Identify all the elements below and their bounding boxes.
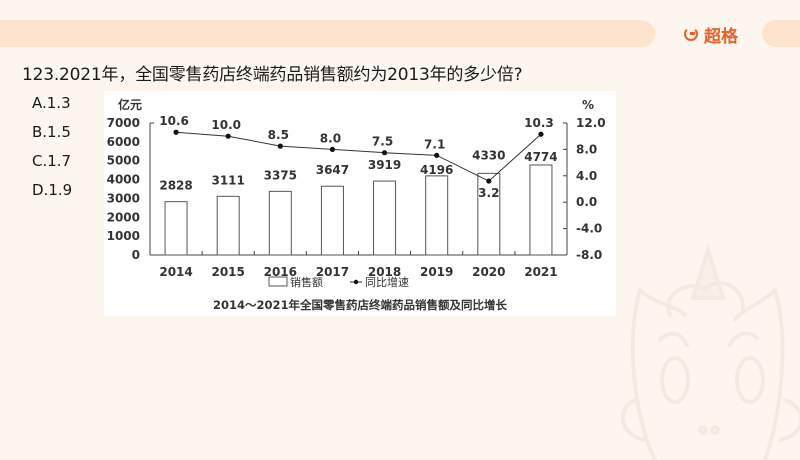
left-tick-label: 2000 <box>107 210 140 224</box>
bar-value-label: 3919 <box>368 158 401 172</box>
x-tick-label: 2021 <box>524 265 557 279</box>
left-tick-label: 3000 <box>107 191 140 205</box>
x-tick-label: 2018 <box>368 265 401 279</box>
bar-sales <box>216 195 240 256</box>
left-tick-label: 1000 <box>107 229 140 243</box>
bar-sales <box>425 175 449 256</box>
bar-sales <box>320 185 344 256</box>
chart-panel: 亿元% 0 1000 2000 3000 4000 5000 6000 7000 -8.0 -4.0… <box>104 91 616 316</box>
growth-point <box>381 150 388 156</box>
legend-bar-swatch-icon <box>268 276 288 287</box>
x-tick-label: 2017 <box>316 265 349 279</box>
growth-value-label: 3.2 <box>478 186 499 200</box>
bar-sales <box>373 180 397 256</box>
left-tick-label: 7000 <box>107 116 140 130</box>
legend-growth-label: 同比增速 <box>365 275 409 289</box>
x-tick-label: 2015 <box>211 265 244 279</box>
answer-options: A.1.3 B.1.5 C.1.7 D.1.9 <box>32 92 72 208</box>
top-right-pill <box>762 20 800 47</box>
growth-point <box>486 178 492 184</box>
x-tick-label: 2020 <box>472 265 505 279</box>
growth-value-label: 8.0 <box>320 131 341 145</box>
right-tick-label: -4.0 <box>576 222 602 236</box>
growth-value-label: 8.5 <box>268 128 289 142</box>
bar-sales <box>529 164 553 256</box>
combo-bar-line-chart: 亿元 % 0 1000 2000 3000 4000 5000 6000 7000 -8.0 -4.0… <box>107 97 606 312</box>
growth-line <box>176 131 542 182</box>
legend-sales-label: 销售额 <box>290 275 323 289</box>
brand-name: 超格 <box>704 26 738 47</box>
left-tick-label: 0 <box>132 248 140 262</box>
right-tick-label: 4.0 <box>576 169 597 183</box>
bar-value-label: 4774 <box>524 150 557 164</box>
bar-value-label: 4330 <box>472 148 505 162</box>
bar-value-label: 3647 <box>316 163 349 177</box>
growth-point <box>329 146 336 152</box>
top-banner-bar <box>0 20 655 47</box>
question-text: 123.2021年，全国零售药店终端药品销售额约为2013年的多少倍? <box>22 65 523 85</box>
brand-logo: 超格 <box>684 21 738 47</box>
right-tick-label: 12.0 <box>576 116 606 130</box>
bar-value-label: 4196 <box>420 163 453 177</box>
growth-point <box>225 133 231 139</box>
right-tick-label: 8.0 <box>576 142 597 156</box>
option-b[interactable]: B.1.5 <box>32 123 71 141</box>
left-tick-label: 4000 <box>107 173 140 187</box>
bar-sales <box>477 172 501 256</box>
left-tick-label: 6000 <box>107 135 140 149</box>
left-tick-label: 5000 <box>107 154 140 168</box>
growth-point <box>538 131 544 137</box>
growth-value-label: 7.1 <box>424 137 445 151</box>
bar-value-label: 2828 <box>159 179 192 193</box>
x-tick-label: 2016 <box>264 265 297 279</box>
growth-value-label: 10.0 <box>211 118 241 132</box>
g-logo-icon <box>684 27 698 41</box>
bar-value-label: 3111 <box>211 173 244 187</box>
bar-value-label: 3375 <box>264 168 297 182</box>
growth-value-label: 10.3 <box>524 116 554 130</box>
left-axis-unit: 亿元 <box>118 97 142 112</box>
growth-point <box>173 129 179 135</box>
chart-title: 2014～2021年全国零售药店终端药品销售额及同比增长 <box>213 298 508 312</box>
option-c[interactable]: C.1.7 <box>32 152 72 170</box>
x-tick-label: 2014 <box>159 265 192 279</box>
bar-sales <box>164 201 188 256</box>
unicorn-mascot-watermark <box>620 243 800 460</box>
legend-line-dot-icon <box>353 279 359 285</box>
right-tick-label: 0.0 <box>576 195 597 209</box>
right-tick-label: -8.0 <box>576 248 602 262</box>
growth-value-label: 7.5 <box>372 135 393 149</box>
x-tick-label: 2019 <box>420 265 453 279</box>
right-axis-unit: % <box>582 98 594 112</box>
option-d[interactable]: D.1.9 <box>32 181 73 199</box>
growth-point <box>277 143 283 149</box>
bar-sales <box>268 190 292 256</box>
growth-value-label: 10.6 <box>159 114 189 128</box>
option-a[interactable]: A.1.3 <box>32 94 71 112</box>
growth-point <box>434 152 440 158</box>
